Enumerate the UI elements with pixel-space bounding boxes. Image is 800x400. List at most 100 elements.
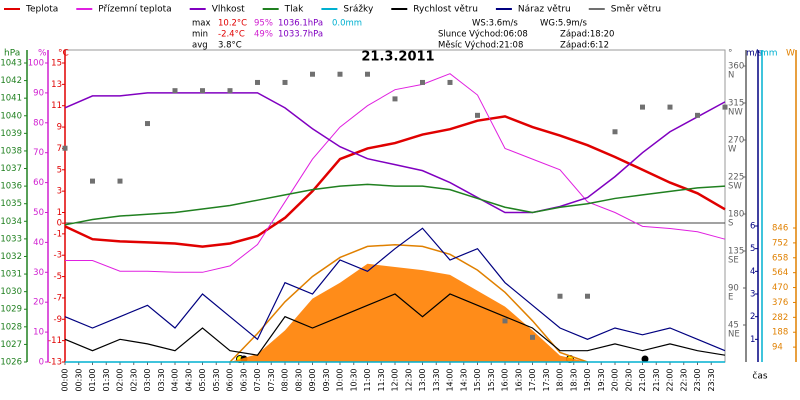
direction-point xyxy=(475,112,480,118)
direction-point xyxy=(282,79,288,85)
series-line xyxy=(64,293,726,356)
direction-point xyxy=(612,129,618,135)
axis-unit: m/s xyxy=(746,49,763,59)
y-tick-label: 270 xyxy=(728,136,744,146)
direction-point xyxy=(62,145,68,151)
x-tick-label: 07:00 xyxy=(253,368,262,391)
x-tick-label: 18:00 xyxy=(556,368,565,391)
x-tick-label: 06:00 xyxy=(226,368,235,391)
direction-point xyxy=(255,79,260,85)
y-tick-label: 7 xyxy=(57,144,62,154)
legend-label: Vlhkost xyxy=(212,5,245,15)
x-tick-label: 19:30 xyxy=(597,368,606,391)
y-tick-label: 94 xyxy=(772,343,783,353)
direction-point xyxy=(640,104,645,110)
direction-point xyxy=(117,178,123,184)
stat-value: min xyxy=(192,30,208,40)
x-tick-label: 05:30 xyxy=(212,368,221,391)
x-tick-label: 22:30 xyxy=(679,368,688,391)
y-tick-label: -5 xyxy=(54,272,62,282)
x-tick-label: 23:00 xyxy=(693,368,702,391)
y-tick-label: 225 xyxy=(728,173,744,183)
y-tick-label: 45 xyxy=(728,321,739,331)
info-text: WS:3.6m/s xyxy=(472,19,518,29)
y-tick-label: 1028 xyxy=(0,322,22,332)
x-tick-label: 12:30 xyxy=(404,368,413,391)
y-tick-label: 0 xyxy=(39,358,44,368)
axis-unit: % xyxy=(38,49,47,59)
x-tick-label: 08:30 xyxy=(294,368,303,391)
info-text: Západ:6:12 xyxy=(560,41,609,51)
direction-label: S xyxy=(728,219,733,229)
info-text: Slunce Východ:06:08 xyxy=(438,30,528,40)
x-tick-label: 02:00 xyxy=(116,368,125,391)
direction-point xyxy=(502,318,508,324)
y-tick-label: 1030 xyxy=(0,287,22,297)
x-tick-label: 19:00 xyxy=(583,368,592,391)
y-tick-label: 1035 xyxy=(0,199,22,209)
legend-label: Náraz větru xyxy=(518,5,571,15)
x-tick-label: 11:00 xyxy=(363,368,372,391)
x-tick-label: 04:30 xyxy=(184,368,193,391)
stat-value: 49% xyxy=(254,30,273,40)
y-tick-label: 5 xyxy=(57,165,62,175)
stat-value: 10.2°C xyxy=(218,19,247,29)
y-tick-label: -1 xyxy=(54,229,62,239)
x-tick-label: 10:00 xyxy=(336,368,345,391)
direction-label: NW xyxy=(728,108,743,118)
y-tick-label: -11 xyxy=(48,336,62,346)
x-tick-label: 06:30 xyxy=(239,368,248,391)
axis-unit: ° xyxy=(728,49,733,59)
axis-unit: mm xyxy=(760,49,778,59)
stat-value: 0.0mm xyxy=(332,19,362,29)
y-tick-label: 50 xyxy=(33,208,44,218)
radiation-area xyxy=(65,263,725,362)
x-tick-label: 22:00 xyxy=(666,368,675,391)
y-tick-label: 188 xyxy=(772,328,788,338)
y-tick-label: 30 xyxy=(33,268,44,278)
y-tick-label: 752 xyxy=(772,238,788,248)
x-tick-label: 16:00 xyxy=(501,368,510,391)
stat-value: avg xyxy=(192,41,208,51)
series-line xyxy=(64,183,726,226)
direction-label: E xyxy=(728,293,733,303)
x-tick-label: 15:00 xyxy=(473,368,482,391)
y-tick-label: 1033 xyxy=(0,234,22,244)
x-tick-label: 13:30 xyxy=(432,368,441,391)
y-tick-label: 20 xyxy=(33,298,44,308)
stat-value: 1033.7hPa xyxy=(278,30,323,40)
y-tick-label: 658 xyxy=(772,253,788,263)
x-tick-label: 09:00 xyxy=(308,368,317,391)
y-tick-label: 135 xyxy=(728,247,744,257)
direction-label: NE xyxy=(728,330,740,340)
y-tick-label: -9 xyxy=(54,315,62,325)
x-tick-label: 03:30 xyxy=(157,368,166,391)
y-tick-label: 2 xyxy=(750,312,755,322)
x-tick-label: 21:30 xyxy=(652,368,661,391)
y-tick-label: -7 xyxy=(54,293,62,303)
direction-point xyxy=(667,104,673,110)
x-tick-label: 05:00 xyxy=(198,368,207,391)
y-tick-label: 40 xyxy=(33,238,44,248)
x-tick-label: 18:30 xyxy=(569,368,578,391)
chart-title: 21.3.2011 xyxy=(361,50,434,65)
y-tick-label: 10 xyxy=(33,328,44,338)
stat-value: max xyxy=(192,19,211,29)
direction-point xyxy=(310,71,315,77)
y-tick-label: 11 xyxy=(51,101,62,111)
x-tick-label: 07:30 xyxy=(267,368,276,391)
series-line xyxy=(65,73,726,273)
x-tick-label: 20:00 xyxy=(611,368,620,391)
legend-label: Směr větru xyxy=(611,5,661,15)
direction-point xyxy=(337,71,343,77)
legend-label: Srážky xyxy=(343,5,374,15)
y-tick-label: 60 xyxy=(33,178,44,188)
x-tick-label: 16:30 xyxy=(514,368,523,391)
x-axis-label: čas xyxy=(752,371,767,382)
x-tick-label: 14:00 xyxy=(446,368,455,391)
x-tick-label: 01:30 xyxy=(102,368,111,391)
direction-point xyxy=(172,88,178,94)
direction-point xyxy=(530,334,535,340)
y-tick-label: 1040 xyxy=(0,111,22,121)
